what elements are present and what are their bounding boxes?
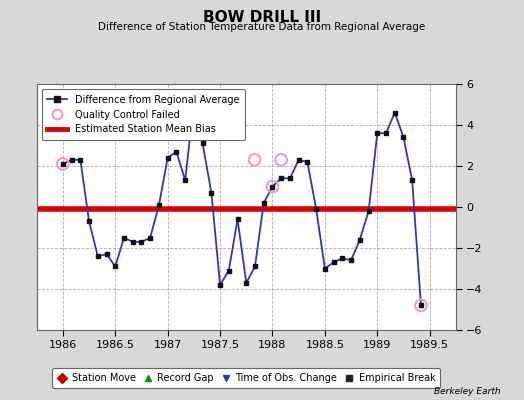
Legend: Difference from Regional Average, Quality Control Failed, Estimated Station Mean: Difference from Regional Average, Qualit…: [41, 89, 245, 140]
Point: [277, 157, 286, 163]
Point: [250, 157, 259, 163]
Text: Difference of Station Temperature Data from Regional Average: Difference of Station Temperature Data f…: [99, 22, 425, 32]
Point: [417, 302, 425, 309]
Text: Berkeley Earth: Berkeley Earth: [434, 387, 500, 396]
Text: BOW DRILL III: BOW DRILL III: [203, 10, 321, 25]
Point: [59, 161, 67, 167]
Legend: Station Move, Record Gap, Time of Obs. Change, Empirical Break: Station Move, Record Gap, Time of Obs. C…: [52, 368, 440, 388]
Point: [268, 183, 277, 190]
